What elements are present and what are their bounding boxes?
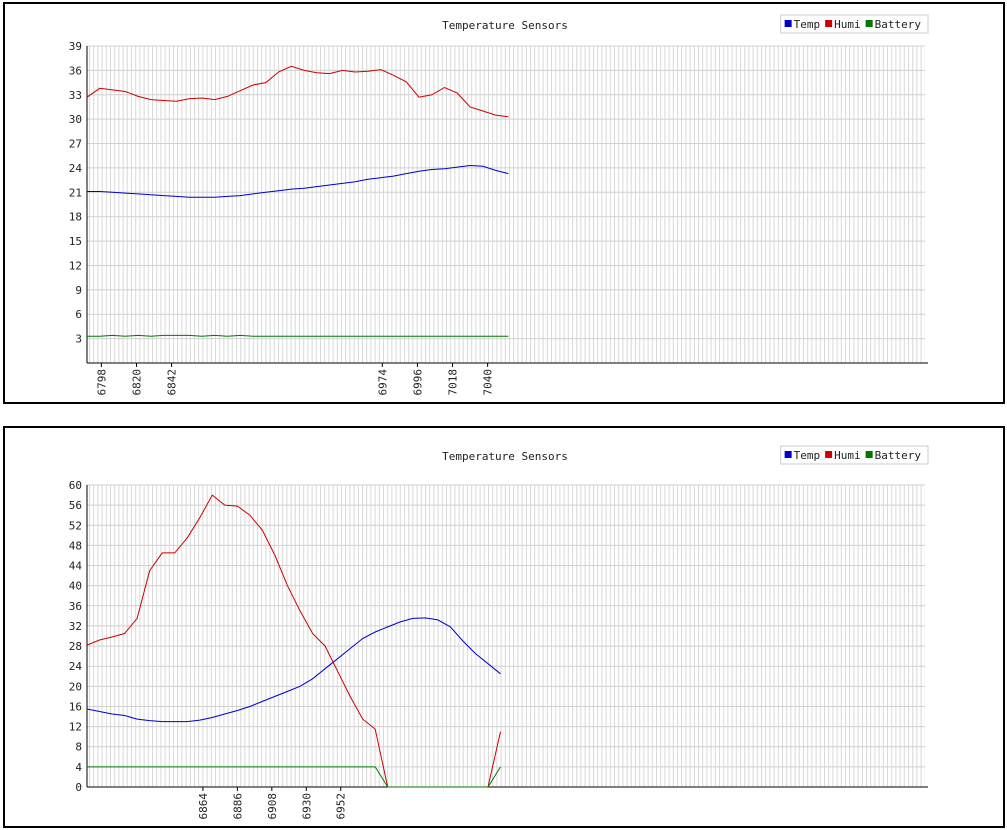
legend-swatch	[784, 20, 792, 27]
y-tick-label: 33	[69, 89, 82, 102]
legend-label: Battery	[875, 18, 922, 31]
y-tick-label: 20	[69, 680, 82, 693]
y-tick-label: 6	[75, 308, 82, 321]
x-tick-label: 6864	[197, 793, 210, 820]
legend-swatch	[865, 451, 873, 458]
y-tick-label: 52	[69, 519, 82, 532]
series-line	[87, 334, 509, 337]
y-tick-label: 4	[75, 761, 82, 774]
chart-panel: 3 6 9 12 15 18 21 24 27 30 33 36 39 6798 6820 6842 6974 6…	[3, 2, 1005, 404]
y-tick-label: 36	[69, 600, 82, 613]
chart-title: Temperature Sensors	[442, 450, 568, 463]
x-tick-label: 6996	[411, 369, 424, 396]
y-tick-label: 24	[69, 162, 83, 175]
y-tick-label: 28	[69, 640, 82, 653]
y-tick-label: 30	[69, 113, 82, 126]
y-tick-label: 21	[69, 186, 82, 199]
y-tick-label: 32	[69, 620, 82, 633]
series-line	[87, 164, 509, 198]
x-tick-label: 7040	[482, 369, 495, 396]
x-tick-label: 6886	[231, 793, 244, 820]
x-tick-label: 6842	[166, 369, 179, 396]
y-tick-label: 16	[69, 700, 82, 713]
chart-title: Temperature Sensors	[442, 19, 568, 32]
y-tick-label: 15	[69, 235, 82, 248]
x-tick-label: 7018	[447, 369, 460, 396]
x-tick-label: 6930	[300, 793, 313, 820]
legend-label: Humi	[834, 449, 861, 462]
x-tick-label: 6908	[266, 793, 279, 820]
series-line	[86, 617, 501, 723]
y-tick-label: 44	[69, 560, 83, 573]
y-tick-label: 18	[69, 211, 82, 224]
y-tick-label: 56	[69, 499, 82, 512]
y-tick-label: 60	[69, 479, 82, 492]
y-tick-label: 40	[69, 580, 82, 593]
grid-background	[87, 485, 925, 787]
y-tick-label: 3	[75, 333, 82, 346]
y-tick-label: 48	[69, 539, 82, 552]
legend-swatch	[865, 20, 873, 27]
legend-label: Temp	[794, 18, 821, 31]
y-tick-label: 36	[69, 64, 82, 77]
series-line	[86, 65, 509, 118]
x-tick-label: 6820	[130, 369, 143, 396]
y-tick-label: 12	[69, 721, 82, 734]
legend: Temp Humi Battery	[780, 445, 929, 465]
legend-box	[780, 445, 929, 465]
y-tick-label: 0	[75, 781, 82, 794]
y-tick-label: 9	[75, 284, 82, 297]
legend-label: Humi	[834, 18, 861, 31]
chart-panel: 0 4 8 12 16 20 24 28 32 36 40 44 48 52 56 60 6864 6886 690…	[3, 426, 1005, 828]
x-tick-label: 6974	[376, 369, 389, 396]
y-tick-label: 8	[75, 741, 82, 754]
legend-label: Battery	[875, 449, 922, 462]
series-line	[87, 766, 501, 788]
x-tick-label: 6798	[95, 369, 108, 396]
legend-label: Temp	[794, 449, 821, 462]
y-tick-label: 12	[69, 259, 82, 272]
legend: Temp Humi Battery	[780, 14, 929, 34]
grid-background	[87, 46, 925, 363]
x-tick-label: 6952	[335, 793, 348, 820]
y-tick-label: 27	[69, 138, 82, 151]
legend-box	[780, 14, 929, 34]
legend-swatch	[825, 20, 833, 27]
legend-swatch	[784, 451, 792, 458]
y-tick-label: 39	[69, 40, 82, 53]
y-tick-label: 24	[69, 660, 83, 673]
legend-swatch	[825, 451, 833, 458]
